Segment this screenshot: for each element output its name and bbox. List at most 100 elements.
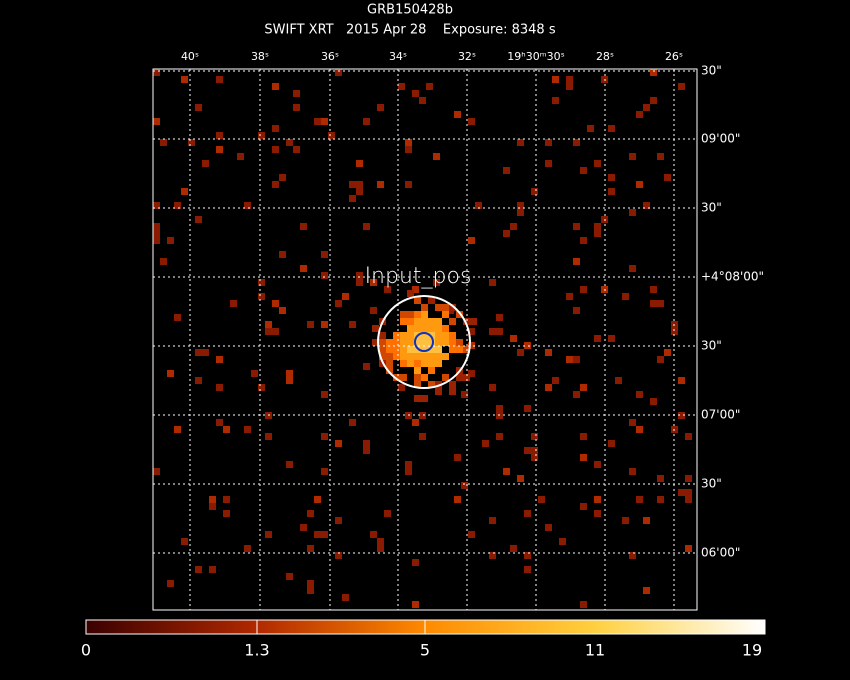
pixel [636,391,643,398]
pixel [685,545,692,552]
pixel [428,318,435,325]
pixel [153,237,160,244]
pixel [307,510,314,517]
pixel [293,104,300,111]
pixel [685,433,692,440]
pixel [594,496,601,503]
pixel [454,496,461,503]
pixel [349,419,356,426]
pixel [664,174,671,181]
pixel [629,153,636,160]
pixel [414,374,421,381]
pixel [167,237,174,244]
pixel [545,384,552,391]
pixel [216,384,223,391]
pixel [244,426,251,433]
pixel [414,395,421,402]
pixel [449,381,456,388]
pixel [405,139,412,146]
pixel [407,290,414,297]
pixel [428,339,435,346]
pixel [386,353,393,360]
pixel [414,297,421,304]
pixel [552,377,559,384]
pixel [286,139,293,146]
pixel [524,405,531,412]
x-axis-label: 32ˢ [458,50,476,63]
pixel [195,216,202,223]
pixel [428,353,435,360]
pixel [566,76,573,83]
pixel [244,545,251,552]
pixel [449,346,456,353]
colorbar-label: 1.3 [244,641,269,660]
pixel [265,531,272,538]
pixel [400,346,407,353]
pixel [400,353,407,360]
pixel [314,496,321,503]
pixel [393,332,400,339]
pixel [405,146,412,153]
pixel [174,202,181,209]
pixel [153,223,160,230]
pixel [400,318,407,325]
pixel [587,125,594,132]
pixel [405,461,412,468]
pixel [300,265,307,272]
pixel [195,377,202,384]
pixel [510,545,517,552]
pixel [608,188,615,195]
pixel [412,419,419,426]
pixel [503,167,510,174]
pixel [678,489,685,496]
pixel [510,335,517,342]
pixel [636,426,643,433]
pixel [428,367,435,374]
pixel [377,181,384,188]
pixel [160,139,167,146]
pixel [538,496,545,503]
pixel [174,314,181,321]
pixel [433,279,440,286]
pixel [393,339,400,346]
pixel [372,339,379,346]
pixel [428,346,435,353]
pixel [279,174,286,181]
pixel [414,325,421,332]
pixel [377,104,384,111]
y-axis-label: 30" [701,201,722,215]
pixel [524,342,531,349]
pixel [342,594,349,601]
pixel [559,538,566,545]
pixel [223,426,230,433]
pixel [384,510,391,517]
pixel [629,552,636,559]
pixel [456,374,463,381]
pixel [435,388,442,395]
pixel [363,223,370,230]
pixel [216,132,223,139]
colorbar-label: 0 [81,641,91,660]
pixel [379,353,386,360]
pixel [678,377,685,384]
pixel [552,97,559,104]
pixel [258,132,265,139]
pixel [517,209,524,216]
coordinate-grid [153,69,697,610]
pixel [209,496,216,503]
pixel [407,318,414,325]
pixel [421,311,428,318]
pixel [435,360,442,367]
pixel [524,510,531,517]
pixel [449,388,456,395]
pixel [251,370,258,377]
pixel [202,160,209,167]
pixel [454,454,461,461]
pixel [421,374,428,381]
pixel [400,332,407,339]
pixel [321,391,328,398]
x-axis-label: 36ˢ [321,50,339,63]
pixel [153,202,160,209]
pixel [463,318,470,325]
pixel [421,304,428,311]
